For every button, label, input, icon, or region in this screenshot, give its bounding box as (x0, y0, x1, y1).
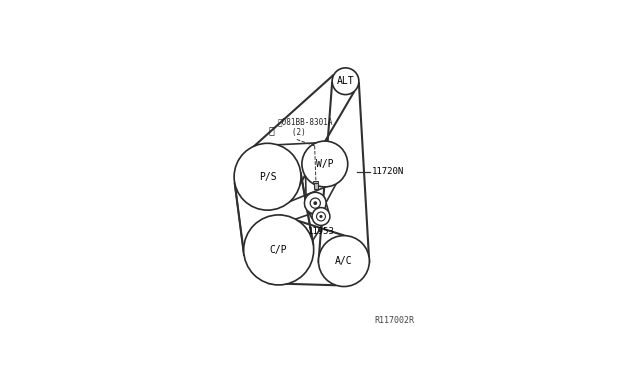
Text: A/C: A/C (335, 256, 353, 266)
Text: ALT: ALT (337, 76, 355, 86)
Circle shape (312, 208, 330, 225)
Text: W/P: W/P (316, 159, 333, 169)
Circle shape (244, 215, 314, 285)
Text: Ⓑ: Ⓑ (268, 126, 274, 136)
Circle shape (234, 143, 301, 210)
Circle shape (319, 215, 323, 218)
Circle shape (332, 68, 359, 94)
Text: Ⓑ081BB-8301A
   (2): Ⓑ081BB-8301A (2) (278, 118, 333, 137)
FancyBboxPatch shape (314, 183, 318, 189)
Circle shape (314, 201, 317, 205)
Text: 11953: 11953 (308, 227, 335, 236)
Circle shape (319, 235, 369, 286)
Text: 11720N: 11720N (372, 167, 404, 176)
Text: P/S: P/S (259, 172, 276, 182)
FancyBboxPatch shape (314, 181, 319, 183)
Circle shape (305, 192, 326, 214)
Circle shape (302, 141, 348, 187)
Text: R117002R: R117002R (374, 316, 414, 325)
Text: C/P: C/P (270, 245, 287, 255)
